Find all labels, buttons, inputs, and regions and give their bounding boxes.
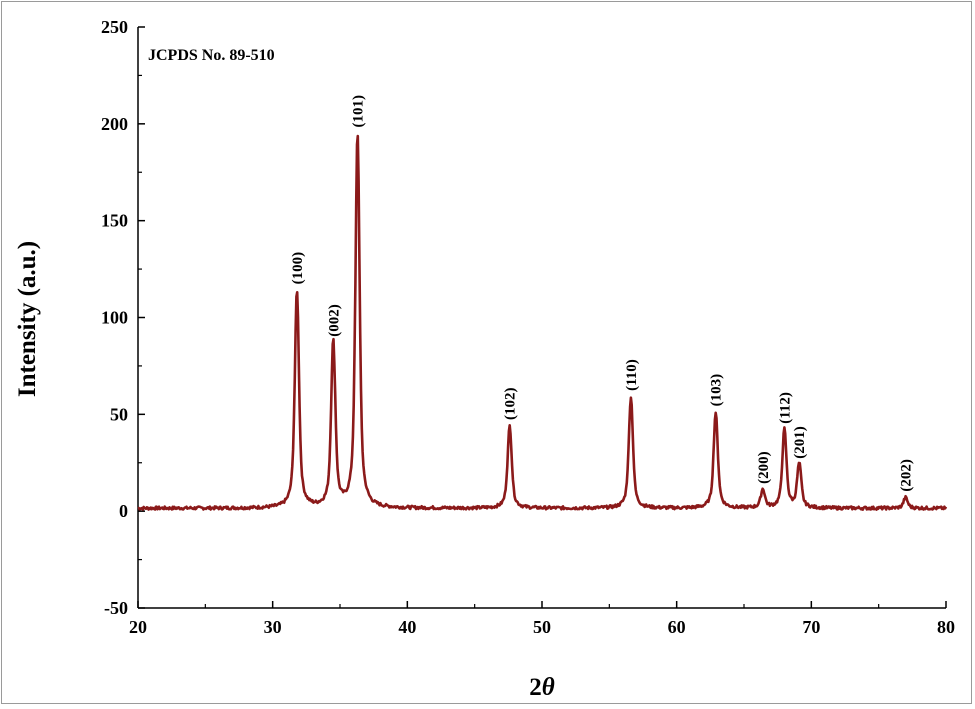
x-axis-title: 2θ bbox=[529, 674, 555, 701]
x-tick-label: 70 bbox=[802, 617, 820, 637]
y-tick-label: 50 bbox=[110, 404, 128, 424]
peak-label: (103) bbox=[709, 374, 725, 407]
intensity-line bbox=[137, 134, 948, 511]
y-tick-label: 0 bbox=[119, 501, 128, 521]
x-tick-label: 20 bbox=[129, 617, 147, 637]
jcpds-annotation: JCPDS No. 89-510 bbox=[148, 47, 275, 64]
x-tick-label: 80 bbox=[937, 617, 955, 637]
peak-label: (002) bbox=[326, 304, 342, 337]
series-intensity bbox=[137, 134, 948, 511]
y-tick-label: 100 bbox=[101, 308, 128, 328]
peak-label: (200) bbox=[756, 451, 772, 484]
y-tick-label: 200 bbox=[101, 114, 128, 134]
y-tick-label: -50 bbox=[104, 598, 128, 618]
peak-label: (202) bbox=[899, 459, 915, 492]
peak-label: (101) bbox=[351, 95, 367, 128]
peak-label: (100) bbox=[290, 252, 306, 285]
x-tick-label: 30 bbox=[264, 617, 282, 637]
peak-label: (102) bbox=[503, 388, 519, 421]
y-tick-label: 150 bbox=[101, 211, 128, 231]
x-axis-title-number: 2 bbox=[529, 674, 542, 701]
x-tick-label: 60 bbox=[668, 617, 686, 637]
x-axis-title-theta: θ bbox=[542, 674, 555, 701]
y-axis-title: Intensity (a.u.) bbox=[14, 241, 41, 397]
peak-label: (112) bbox=[777, 392, 793, 424]
peak-labels: (100) (002) (101) (102) (110) (103) (200) (112)… bbox=[290, 95, 915, 492]
x-tick-label: 40 bbox=[398, 617, 416, 637]
peak-label: (110) bbox=[624, 359, 640, 391]
x-tick-label: 50 bbox=[533, 617, 551, 637]
peak-label: (201) bbox=[792, 426, 808, 459]
axes: -50 0 50 100 150 200 250 20 30 40 50 60 70 80 bbox=[101, 17, 955, 637]
y-tick-label: 250 bbox=[101, 17, 128, 37]
